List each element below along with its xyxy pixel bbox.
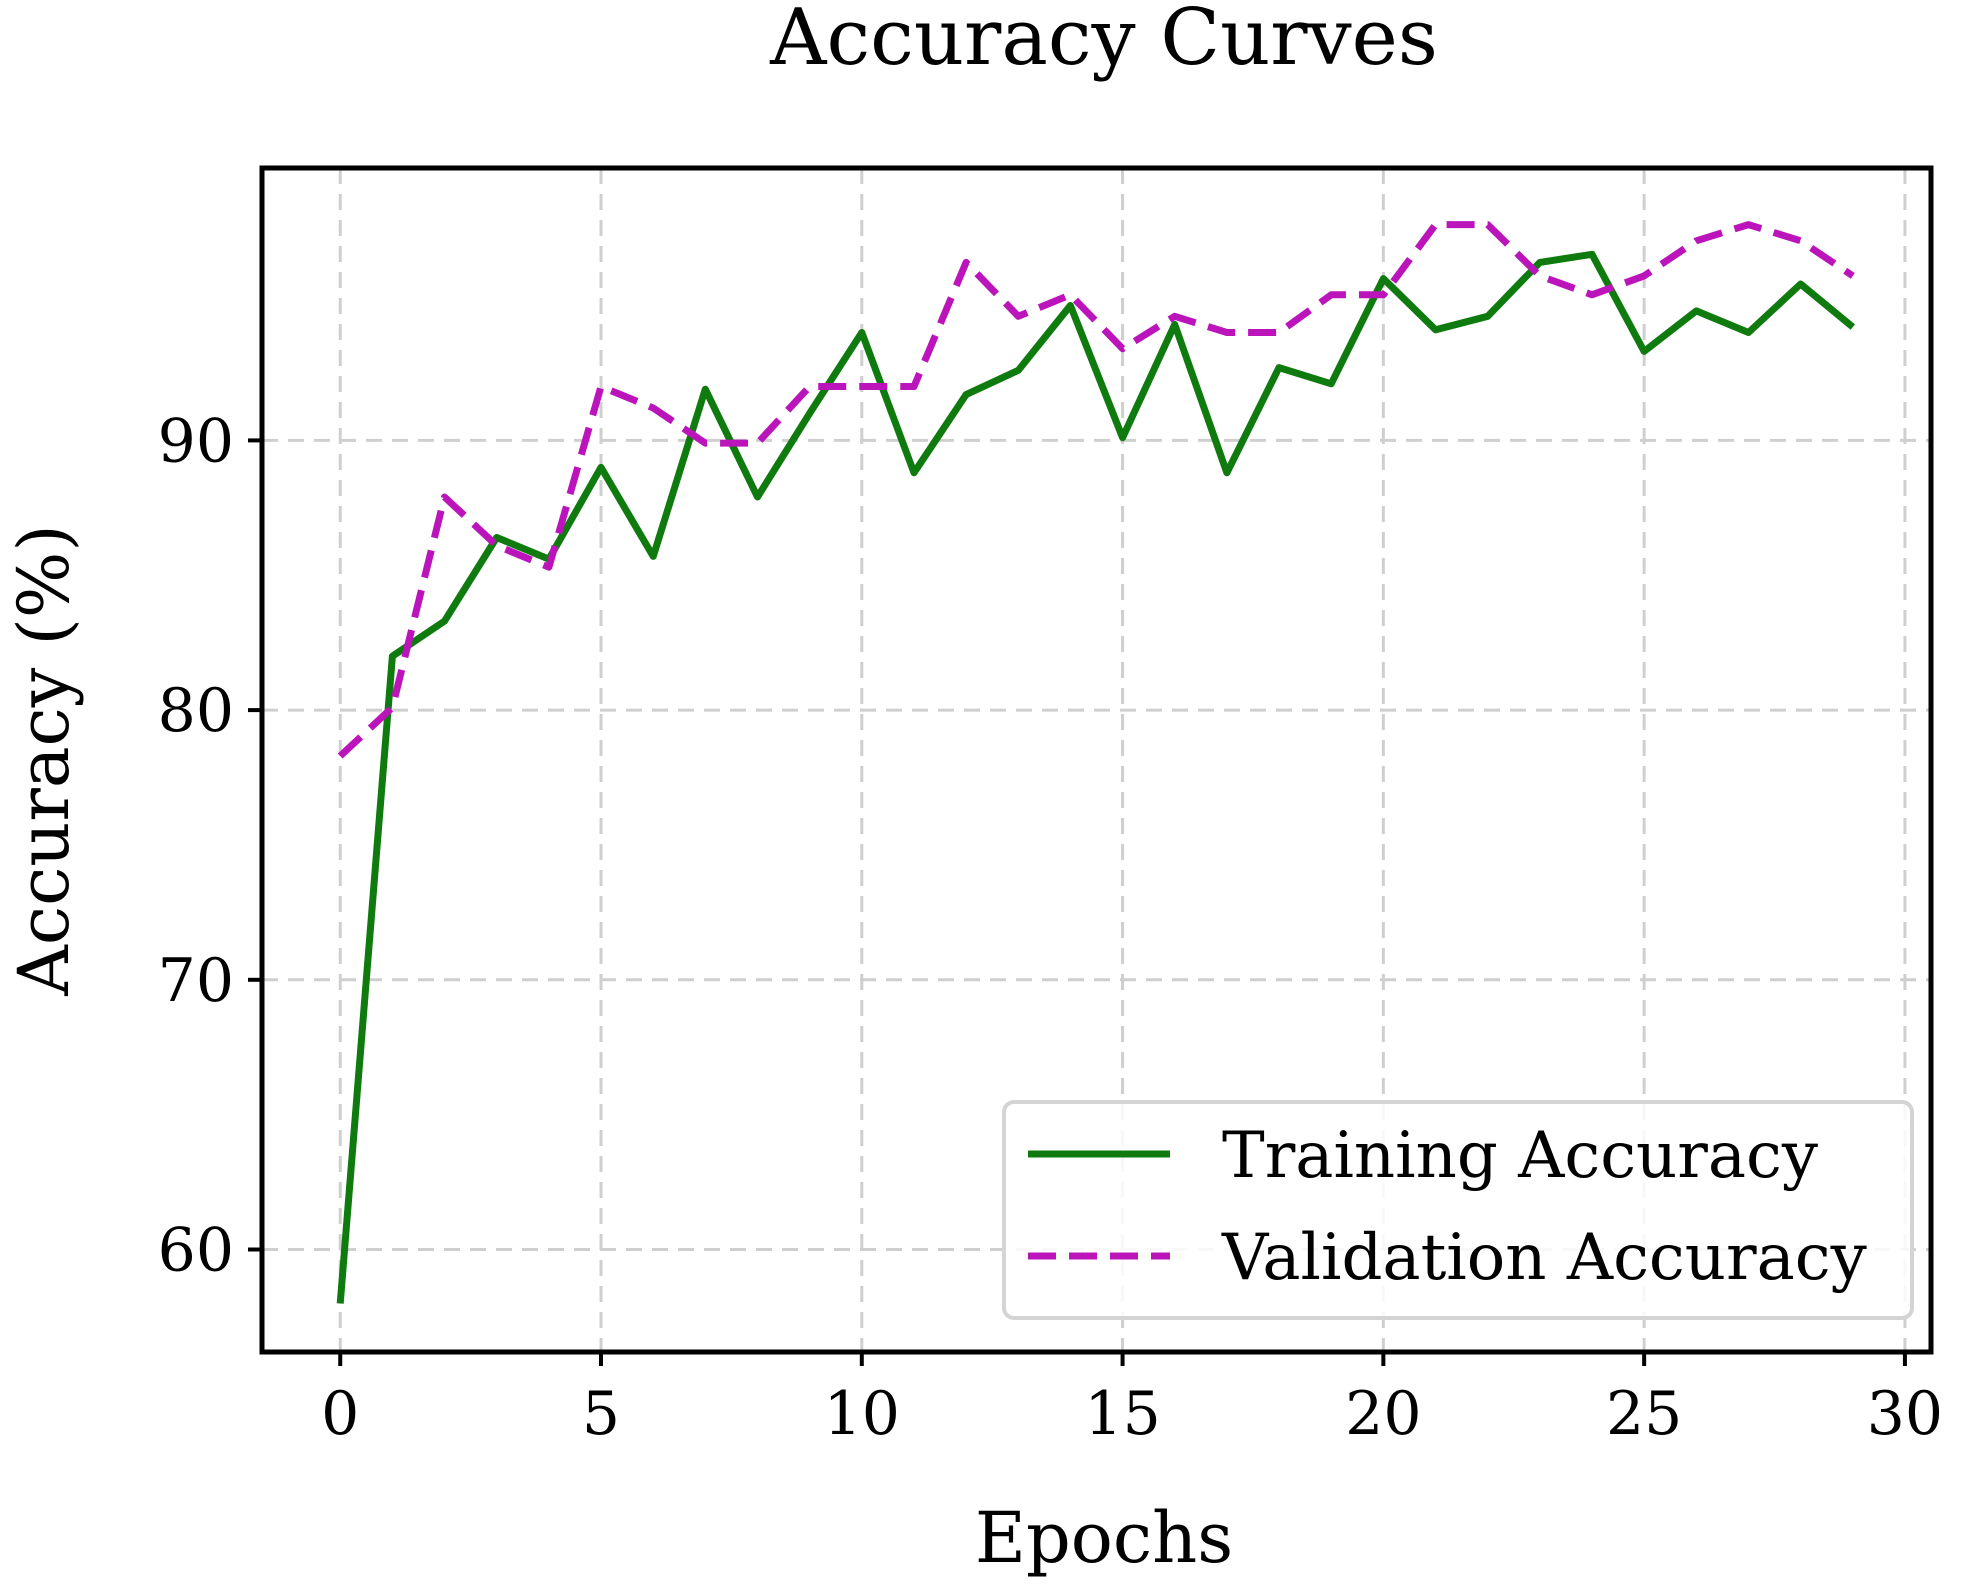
y-axis-label: Accuracy (%) <box>3 524 85 996</box>
legend-box <box>1002 1100 1914 1320</box>
validation-point <box>340 756 341 757</box>
validation-point <box>809 386 810 387</box>
x-tick-label: 25 <box>1606 1379 1682 1449</box>
validation-point <box>966 262 967 263</box>
training-point <box>809 413 810 414</box>
training-point <box>1748 332 1749 333</box>
training-point <box>1018 370 1019 371</box>
validation-point <box>1644 275 1645 276</box>
training-point <box>340 1303 341 1304</box>
validation-point <box>444 497 445 498</box>
training-accuracy-line <box>336 250 1856 1304</box>
training-point <box>1331 383 1332 384</box>
training-point <box>1383 278 1384 279</box>
validation-point <box>914 386 915 387</box>
validation-point <box>1070 294 1071 295</box>
validation-point <box>1696 240 1697 241</box>
validation-point <box>601 386 602 387</box>
plot-frame <box>259 165 1934 1355</box>
validation-point <box>1279 332 1280 333</box>
x-axis-label: Epochs <box>975 1497 1233 1579</box>
x-tick-label: 30 <box>1867 1379 1943 1449</box>
y-tick-label: 70 <box>158 946 234 1016</box>
x-tick-label: 0 <box>321 1379 359 1449</box>
training-point <box>705 389 706 390</box>
validation-point <box>861 386 862 387</box>
training-point <box>1174 324 1175 325</box>
training-point <box>1592 254 1593 255</box>
x-tick-label: 5 <box>582 1379 620 1449</box>
legend-label-training: Training Accuracy <box>1222 1119 1818 1193</box>
validation-point <box>1018 316 1019 317</box>
training-point <box>914 472 915 473</box>
validation-point <box>1331 294 1332 295</box>
validation-point <box>705 443 706 444</box>
validation-point <box>757 443 758 444</box>
y-tick-label: 80 <box>158 676 234 746</box>
training-point <box>1070 305 1071 306</box>
validation-point <box>1435 224 1436 225</box>
training-point <box>1644 351 1645 352</box>
legend-label-validation: Validation Accuracy <box>1221 1221 1867 1295</box>
validation-point <box>1800 240 1801 241</box>
validation-point <box>653 408 654 409</box>
training-point <box>1539 262 1540 263</box>
validation-point <box>1539 275 1540 276</box>
training-point <box>1696 310 1697 311</box>
legend: Training Accuracy Validation Accuracy <box>1002 1100 1914 1320</box>
series-layer <box>336 221 1856 1304</box>
validation-point <box>1487 224 1488 225</box>
validation-point <box>1226 332 1227 333</box>
training-point <box>861 332 862 333</box>
training-point <box>966 394 967 395</box>
validation-point <box>1122 348 1123 349</box>
validation-point <box>1383 294 1384 295</box>
training-point <box>1279 367 1280 368</box>
chart-title: Accuracy Curves <box>769 0 1438 83</box>
training-point <box>496 537 497 538</box>
training-point <box>1487 316 1488 317</box>
x-tick-label: 20 <box>1345 1379 1421 1449</box>
validation-point <box>548 567 549 568</box>
training-point <box>653 556 654 557</box>
validation-point <box>1748 224 1749 225</box>
tick-layer: 0 5 10 15 20 25 30 60 70 80 90 <box>158 406 1943 1449</box>
x-tick-label: 10 <box>824 1379 900 1449</box>
training-point <box>392 656 393 657</box>
validation-point <box>392 707 393 708</box>
y-tick-label: 60 <box>158 1216 234 1286</box>
validation-point <box>1852 275 1853 276</box>
validation-point <box>496 545 497 546</box>
training-point <box>1122 437 1123 438</box>
validation-accuracy-line <box>337 221 1855 759</box>
y-tick-label: 90 <box>158 406 234 476</box>
validation-point <box>1592 294 1593 295</box>
training-point <box>1435 329 1436 330</box>
training-point <box>444 621 445 622</box>
validation-point <box>1174 316 1175 317</box>
training-point <box>1852 327 1853 328</box>
training-point <box>601 467 602 468</box>
training-point <box>757 497 758 498</box>
training-point <box>1226 472 1227 473</box>
training-point <box>1800 284 1801 285</box>
x-tick-label: 15 <box>1084 1379 1160 1449</box>
